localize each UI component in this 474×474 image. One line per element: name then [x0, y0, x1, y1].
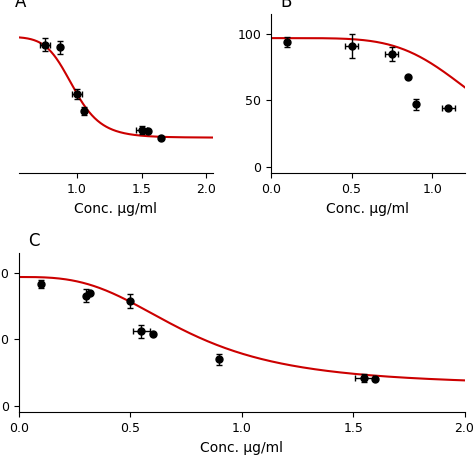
X-axis label: Conc. µg/ml: Conc. µg/ml	[326, 202, 409, 216]
Text: B: B	[281, 0, 292, 11]
X-axis label: Conc. µg/ml: Conc. µg/ml	[200, 441, 283, 455]
Text: A: A	[15, 0, 27, 11]
Text: C: C	[28, 232, 39, 250]
X-axis label: Conc. µg/ml: Conc. µg/ml	[74, 202, 157, 216]
